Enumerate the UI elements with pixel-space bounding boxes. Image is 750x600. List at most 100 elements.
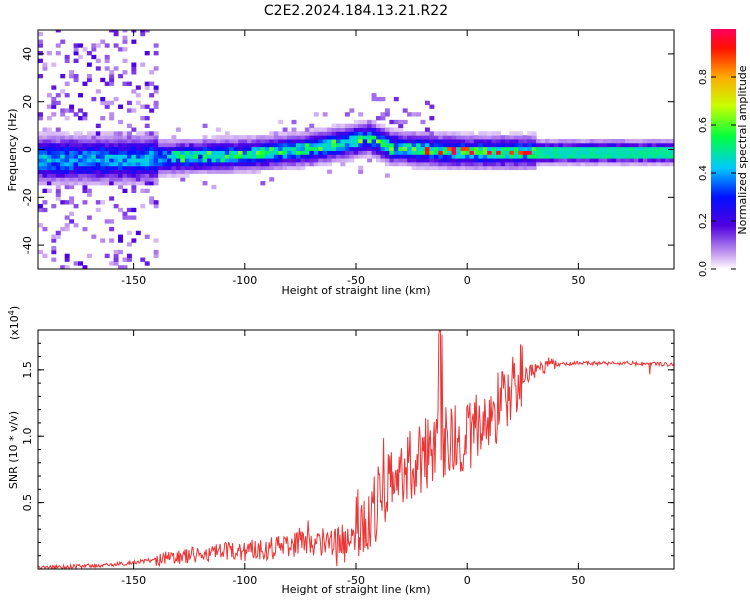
heatmap-cell xyxy=(55,161,61,167)
heatmap-cell xyxy=(86,135,92,140)
heatmap-cell xyxy=(647,142,653,148)
heatmap-cell xyxy=(411,135,417,140)
heatmap-cell xyxy=(273,142,279,148)
heatmap-cell xyxy=(202,150,208,155)
heatmap-cell xyxy=(135,181,141,186)
heatmap-cell xyxy=(549,158,555,163)
heatmap-cell xyxy=(180,165,186,171)
heatmap-cell xyxy=(349,158,355,163)
heatmap-cell xyxy=(55,30,61,33)
heatmap-cell xyxy=(46,131,52,136)
heatmap-cell xyxy=(358,123,364,129)
heatmap-cell xyxy=(233,158,239,163)
heatmap-cell xyxy=(229,154,235,159)
heatmap-cell xyxy=(304,138,310,144)
heatmap-cell xyxy=(104,165,110,171)
x-tick-label: -100 xyxy=(232,274,257,287)
heatmap-cell xyxy=(344,127,350,132)
heatmap-cell xyxy=(424,161,430,167)
heatmap-cell xyxy=(211,154,217,159)
heatmap-cell xyxy=(407,150,413,155)
heatmap-cell xyxy=(398,138,404,144)
heatmap-cell xyxy=(42,253,48,259)
heatmap-cell xyxy=(460,138,466,144)
heatmap-cell xyxy=(358,131,364,136)
y-tick-label: 20 xyxy=(21,95,34,109)
heatmap-cell xyxy=(349,154,355,159)
heatmap-cell xyxy=(589,138,595,144)
heatmap-cell xyxy=(42,161,48,167)
heatmap-cell xyxy=(42,142,48,148)
heatmap-cell xyxy=(380,150,386,155)
heatmap-cell xyxy=(60,226,66,232)
heatmap-cell xyxy=(335,150,341,155)
heatmap-cell xyxy=(371,119,377,125)
heatmap-cell xyxy=(318,135,324,140)
heatmap-cell xyxy=(60,161,66,167)
heatmap-cell xyxy=(247,142,252,148)
heatmap-cell xyxy=(313,161,319,167)
heatmap-cell xyxy=(482,154,488,159)
heatmap-cell xyxy=(629,146,635,151)
heatmap-cell xyxy=(193,154,199,159)
heatmap-cell xyxy=(660,150,666,155)
heatmap-cell xyxy=(211,158,217,163)
heatmap-cell xyxy=(215,138,221,144)
heatmap-cell xyxy=(442,150,448,155)
heatmap-cell xyxy=(460,131,466,136)
heatmap-cell xyxy=(651,161,657,167)
heatmap-cell xyxy=(611,161,617,167)
heatmap-cell xyxy=(238,146,244,151)
heatmap-cell xyxy=(660,142,666,148)
heatmap-cell xyxy=(55,196,61,201)
heatmap-cell xyxy=(193,150,199,155)
heatmap-cell xyxy=(255,165,261,171)
heatmap-cell xyxy=(118,146,124,151)
heatmap-cell xyxy=(407,112,413,117)
heatmap-cell xyxy=(158,158,164,163)
x-tick-label: -50 xyxy=(347,274,365,287)
heatmap-cell xyxy=(144,30,150,33)
heatmap-cell xyxy=(522,150,528,155)
heatmap-cell xyxy=(211,135,217,140)
heatmap-cell xyxy=(113,135,119,140)
heatmap-cell xyxy=(255,169,261,174)
heatmap-cell xyxy=(309,138,315,144)
heatmap-cell xyxy=(411,112,417,117)
heatmap-cell xyxy=(118,47,124,52)
heatmap-cell xyxy=(487,154,493,159)
heatmap-cell xyxy=(153,181,159,186)
heatmap-cell xyxy=(73,165,79,171)
heatmap-cell xyxy=(64,257,70,262)
heatmap-cell xyxy=(393,146,399,151)
heatmap-cell xyxy=(447,150,453,155)
heatmap-cell xyxy=(464,165,470,171)
heatmap-cell xyxy=(300,165,306,171)
heatmap-cell xyxy=(295,154,301,159)
heatmap-cell xyxy=(558,138,564,144)
heatmap-cell xyxy=(536,161,542,167)
heatmap-cell xyxy=(175,158,181,163)
heatmap-cell xyxy=(73,177,79,182)
heatmap-cell xyxy=(100,177,106,182)
heatmap-cell xyxy=(229,142,235,148)
heatmap-cell xyxy=(64,150,70,155)
heatmap-cell xyxy=(38,43,43,48)
heatmap-cell xyxy=(380,131,386,136)
heatmap-cell xyxy=(478,146,484,151)
heatmap-cell xyxy=(202,158,208,163)
heatmap-cell xyxy=(69,108,75,113)
heatmap-cell xyxy=(162,138,168,144)
heatmap-cell xyxy=(642,150,648,155)
heatmap-cell xyxy=(158,150,164,155)
heatmap-cell xyxy=(78,161,83,167)
heatmap-cell xyxy=(504,135,510,140)
heatmap-cell xyxy=(126,123,132,129)
heatmap-cell xyxy=(576,150,582,155)
heatmap-cell xyxy=(215,127,221,132)
heatmap-cell xyxy=(69,184,75,190)
heatmap-cell xyxy=(113,131,119,136)
heatmap-cell xyxy=(496,142,502,148)
heatmap-cell xyxy=(376,154,381,159)
heatmap-cell xyxy=(616,154,622,159)
